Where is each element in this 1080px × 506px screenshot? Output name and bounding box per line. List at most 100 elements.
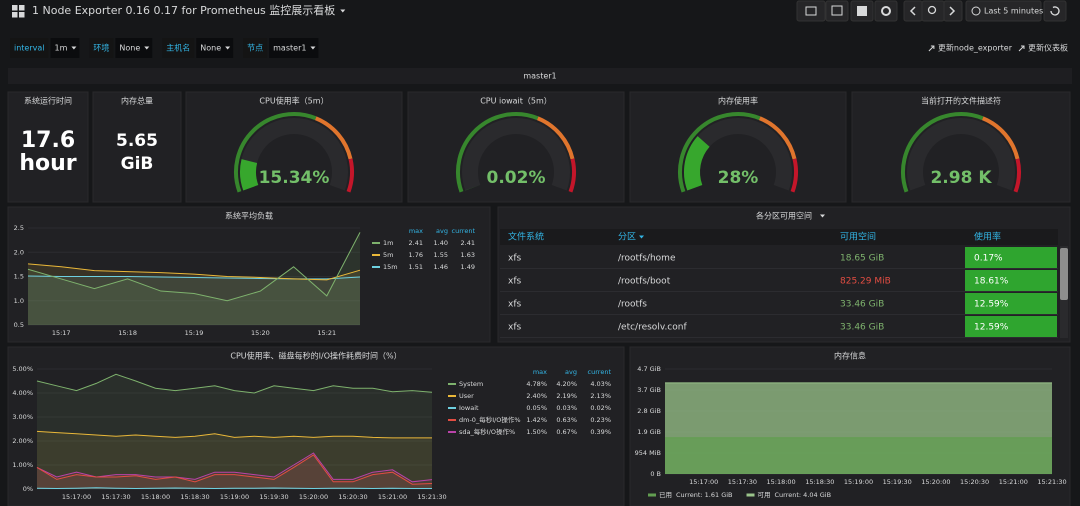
legend-stat: 1.51 <box>409 263 423 271</box>
legend-name: 15m <box>383 263 398 271</box>
x-tick-label: 15:17:00 <box>62 493 91 501</box>
legend-stat: 1.49 <box>461 263 475 271</box>
legend-swatch <box>448 395 456 397</box>
gauge-value: 0.02% <box>487 168 546 188</box>
panel <box>7 346 625 506</box>
legend-stat: 1.40 <box>434 239 448 247</box>
legend-swatch <box>448 383 456 385</box>
x-tick-label: 15:19:30 <box>259 493 288 501</box>
variable-dropdown[interactable] <box>269 38 319 58</box>
legend-value: Current: 4.04 GiB <box>775 491 832 499</box>
scrollbar-thumb[interactable] <box>1060 248 1068 300</box>
x-tick-label: 15:21:30 <box>417 493 446 501</box>
table-cell: xfs <box>508 254 521 264</box>
gauge-threshold <box>234 112 317 193</box>
x-tick-label: 15:17:00 <box>689 478 718 486</box>
logo-square <box>19 12 25 18</box>
variable-dropdown[interactable] <box>115 38 153 58</box>
stat-unit: GiB <box>121 154 154 174</box>
legend-swatch <box>372 266 380 268</box>
toolbar-button[interactable] <box>825 0 849 22</box>
series-area <box>37 453 432 489</box>
y-tick-label: 2.5 <box>14 224 24 232</box>
x-tick-label: 15:19:30 <box>883 478 912 486</box>
table-cell: 18.65 GiB <box>840 254 884 264</box>
y-tick-label: 2.0 <box>14 248 24 256</box>
panel-title: CPU使用率（5m） <box>259 96 328 106</box>
variable-label-box <box>243 38 268 58</box>
x-tick-label: 15:20:30 <box>960 478 989 486</box>
x-tick-label: 15:19:00 <box>844 478 873 486</box>
link-icon <box>928 45 935 52</box>
legend-stat: 1.42% <box>526 416 547 424</box>
y-tick-label: 4.00% <box>12 389 33 397</box>
dashboard-link[interactable]: 更新仪表板 <box>1028 43 1068 53</box>
panel <box>185 91 403 203</box>
caret <box>144 46 150 50</box>
toolbar-button[interactable] <box>903 0 923 22</box>
gauge-track <box>462 118 570 191</box>
gauge-threshold <box>790 158 798 193</box>
stat-value: 17.6 <box>21 128 75 153</box>
clock-icon <box>971 6 981 16</box>
table-header[interactable]: 可用空间 <box>840 231 876 243</box>
series-area <box>37 374 432 489</box>
variable-value: 1m <box>55 44 68 53</box>
variable-label-box <box>162 38 195 58</box>
panel <box>92 91 182 203</box>
legend-swatch <box>448 431 456 433</box>
icon <box>909 6 916 16</box>
x-tick-label: 15:17 <box>52 329 71 337</box>
icon <box>831 5 843 16</box>
gauge-track <box>907 118 1015 191</box>
legend-swatch <box>746 493 755 497</box>
toolbar-button[interactable] <box>796 0 826 22</box>
y-tick-label: 4.7 GiB <box>637 365 661 373</box>
table-header[interactable]: 文件系统 <box>508 231 544 243</box>
legend-stat: 0.39% <box>590 428 611 436</box>
panel <box>629 91 847 203</box>
table-cell: 18.61% <box>974 277 1009 287</box>
panel <box>407 91 625 203</box>
dashboard-link[interactable]: 更新node_exporter <box>938 43 1013 53</box>
gauge-threshold <box>568 158 576 193</box>
legend-stat: 4.03% <box>590 380 611 388</box>
toolbar-button[interactable] <box>1043 0 1067 22</box>
refresh-icon <box>1050 6 1060 16</box>
caret <box>639 235 645 239</box>
legend-stat: 4.78% <box>526 380 547 388</box>
legend-stat: 1.55 <box>434 251 448 259</box>
dashboard-title: 1 Node Exporter 0.16 0.17 for Prometheus… <box>32 3 335 17</box>
variable-label: 主机名 <box>166 43 190 53</box>
toolbar-button[interactable] <box>874 0 898 22</box>
series-line <box>36 487 432 490</box>
usage-cell <box>965 316 1057 337</box>
gauge-fill <box>240 159 259 191</box>
panel-title: 系统运行时间 <box>24 96 72 106</box>
table-header[interactable]: 分区 <box>618 232 636 243</box>
x-tick-label: 15:20:00 <box>299 493 328 501</box>
x-tick-label: 15:18:00 <box>766 478 795 486</box>
icon <box>881 6 891 16</box>
gauge-threshold <box>981 116 1020 160</box>
gauge-threshold <box>758 116 797 160</box>
table-header[interactable]: 使用率 <box>974 231 1001 243</box>
variable-dropdown[interactable] <box>50 38 80 58</box>
variable-dropdown[interactable] <box>196 38 234 58</box>
toolbar-button[interactable] <box>921 0 945 22</box>
gauge-threshold <box>536 116 575 160</box>
x-tick-label: 15:21:30 <box>1037 478 1066 486</box>
caret <box>71 46 77 50</box>
legend-column-header: avg <box>565 368 577 376</box>
gauge-value: 15.34% <box>259 168 330 188</box>
logo-square <box>12 5 18 11</box>
table-header-bg <box>500 229 1058 245</box>
icon <box>857 6 867 16</box>
gauge-threshold <box>1013 158 1021 193</box>
series-area <box>28 232 360 325</box>
toolbar-button[interactable] <box>965 0 1042 22</box>
legend-name: 5m <box>383 251 393 259</box>
usage-cell <box>965 293 1057 314</box>
table-cell: xfs <box>508 300 521 310</box>
legend-value: Current: 1.61 GiB <box>676 491 733 499</box>
